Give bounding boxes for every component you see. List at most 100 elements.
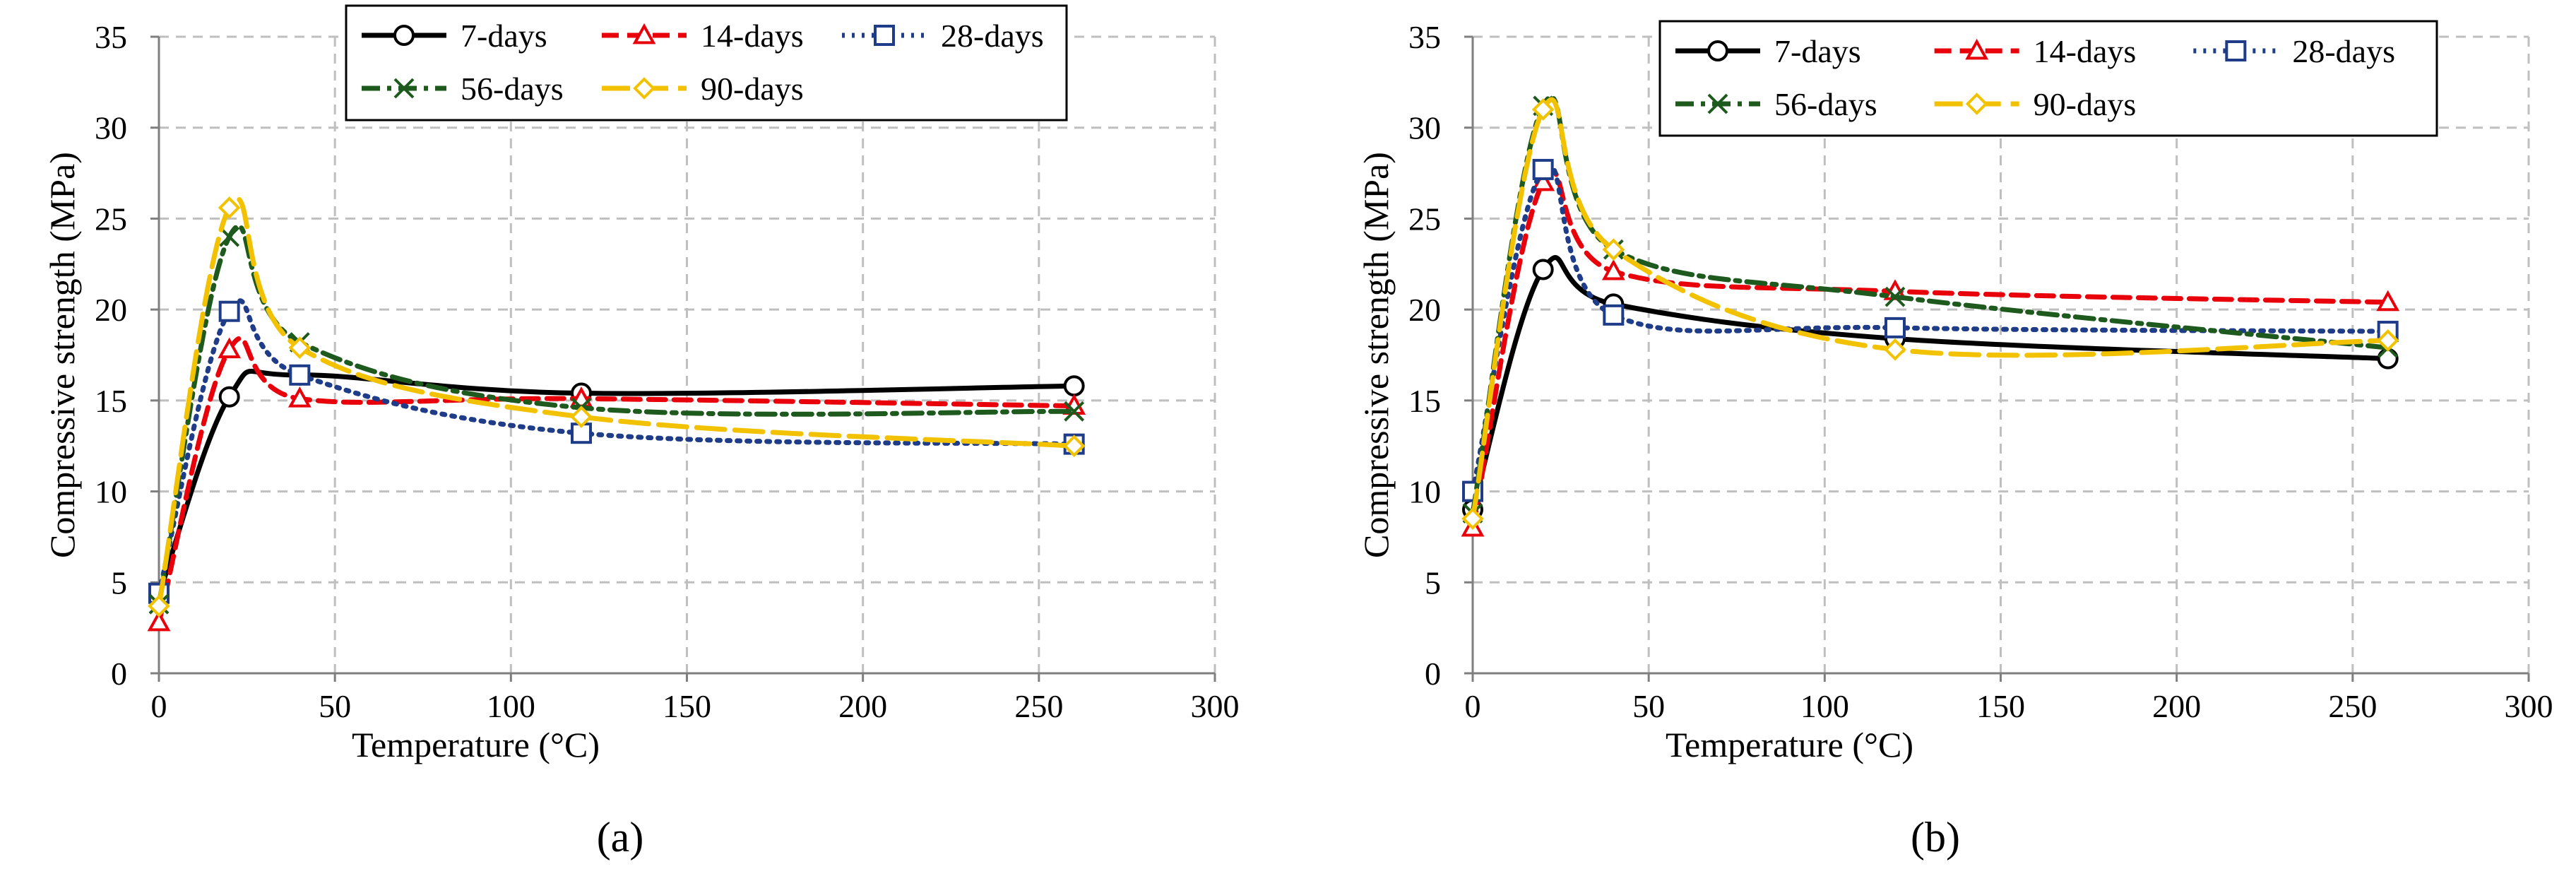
y-tick-label: 5 <box>1425 564 1441 601</box>
y-tick-label: 20 <box>95 292 127 328</box>
legend-label: 28-days <box>2292 33 2395 69</box>
x-tick-label: 200 <box>2152 688 2201 724</box>
data-point <box>1062 434 1086 458</box>
chart-panel-a: 0 50 100 150 200 250 300 0 5 10 15 20 25 30 35 Temperat… <box>42 4 1240 861</box>
legend-marker <box>633 77 655 100</box>
x-tick-label: 100 <box>487 688 535 724</box>
y-tick-label: 25 <box>1408 201 1441 237</box>
legend-label: 28-days <box>941 18 1044 54</box>
x-tick-label: 150 <box>1976 688 2025 724</box>
legend-marker <box>1965 93 1988 115</box>
legend-marker <box>393 78 415 99</box>
chart-panel-b: 0 50 100 150 200 250 300 0 5 10 15 20 25 30 35 Temperat… <box>1356 19 2553 861</box>
series-56-days <box>148 223 1085 615</box>
legend-marker <box>1707 40 1728 61</box>
data-point <box>1601 259 1625 280</box>
x-tick-label: 0 <box>1465 688 1481 724</box>
gridlines <box>159 35 1216 673</box>
x-tick-label: 200 <box>838 688 887 724</box>
legend-label: 7-days <box>461 18 547 54</box>
series-90-days <box>148 196 1086 617</box>
legend-label: 14-days <box>701 18 804 54</box>
panel-label: (b) <box>1911 814 1960 861</box>
legend-label: 90-days <box>2034 86 2137 122</box>
data-point <box>218 300 240 322</box>
data-point <box>1531 98 1555 121</box>
y-tick-label: 15 <box>95 383 127 419</box>
legend-marker <box>632 23 656 45</box>
y-tick-label: 0 <box>111 656 127 692</box>
data-point <box>218 196 241 219</box>
data-point <box>287 386 311 408</box>
data-point <box>1602 238 1625 261</box>
y-tick-label: 10 <box>95 474 127 510</box>
panel-label: (a) <box>597 814 644 861</box>
data-point <box>570 406 593 428</box>
x-tick-label: 300 <box>2505 688 2553 724</box>
data-point <box>1532 259 1554 280</box>
y-axis-label: Compressive strength (MPa) <box>1356 152 1396 558</box>
x-axis-label: Temperature (°C) <box>1666 725 1913 764</box>
series-28-days <box>148 298 1085 604</box>
series-line <box>156 298 1077 596</box>
legend-label: 56-days <box>461 71 564 107</box>
data-point <box>1884 317 1906 338</box>
data-point <box>1884 338 1906 361</box>
data-point <box>1063 375 1085 397</box>
series-line <box>1470 169 2391 531</box>
y-tick-label: 35 <box>1408 19 1441 55</box>
series-line <box>1470 162 2391 495</box>
x-tick-label: 300 <box>1191 688 1240 724</box>
x-tick-label: 100 <box>1800 688 1849 724</box>
x-tick-label: 250 <box>1014 688 1063 724</box>
legend-box <box>1658 20 2438 137</box>
x-tick-label: 50 <box>319 688 351 724</box>
data-point <box>289 364 311 386</box>
legend: 7-days 14-days 28-days 56-days 90-days <box>1658 20 2438 137</box>
series-28-days <box>1462 158 2399 502</box>
x-tick-label: 250 <box>2328 688 2377 724</box>
series-7-days <box>1462 255 2399 521</box>
legend-label: 7-days <box>1774 33 1861 69</box>
data-point <box>218 337 242 359</box>
x-tick-label: 150 <box>663 688 711 724</box>
legend-label: 56-days <box>1774 86 1877 122</box>
y-tick-label: 10 <box>1408 474 1441 510</box>
data-point <box>1064 401 1085 422</box>
legend-marker <box>874 25 895 46</box>
x-tick-label: 50 <box>1632 688 1665 724</box>
y-tick-label: 35 <box>95 19 127 55</box>
data-point <box>1884 286 1906 307</box>
series-line <box>156 223 1077 607</box>
x-tick-label: 0 <box>151 688 167 724</box>
legend-marker <box>1707 93 1728 114</box>
y-tick-label: 30 <box>1408 110 1441 146</box>
legend: 7-days 14-days 28-days 56-days 90-days <box>345 4 1068 122</box>
legend-marker <box>393 25 415 46</box>
data-point <box>2376 329 2399 352</box>
legend-marker <box>1965 38 1989 60</box>
y-tick-label: 5 <box>111 564 127 601</box>
series-14-days <box>1461 169 2400 537</box>
data-point <box>1532 158 1554 180</box>
y-tick-label: 0 <box>1425 656 1441 692</box>
data-point <box>1603 304 1625 326</box>
legend-label: 90-days <box>701 71 804 107</box>
y-tick-label: 30 <box>95 110 127 146</box>
y-tick-label: 25 <box>95 201 127 237</box>
y-tick-label: 20 <box>1408 292 1441 328</box>
data-point <box>148 594 170 617</box>
y-tick-label: 15 <box>1408 383 1441 419</box>
data-point <box>218 386 240 408</box>
data-point <box>2376 290 2400 312</box>
legend-label: 14-days <box>2034 33 2137 69</box>
y-axis-label: Compressive strength (MPa) <box>42 152 82 558</box>
x-axis-label: Temperature (°C) <box>352 725 600 764</box>
series-line <box>156 336 1077 625</box>
legend-box <box>345 4 1068 122</box>
data-point <box>1461 507 1484 531</box>
legend-marker <box>2225 40 2247 61</box>
series-90-days <box>1461 97 2399 531</box>
data-point <box>147 610 171 632</box>
